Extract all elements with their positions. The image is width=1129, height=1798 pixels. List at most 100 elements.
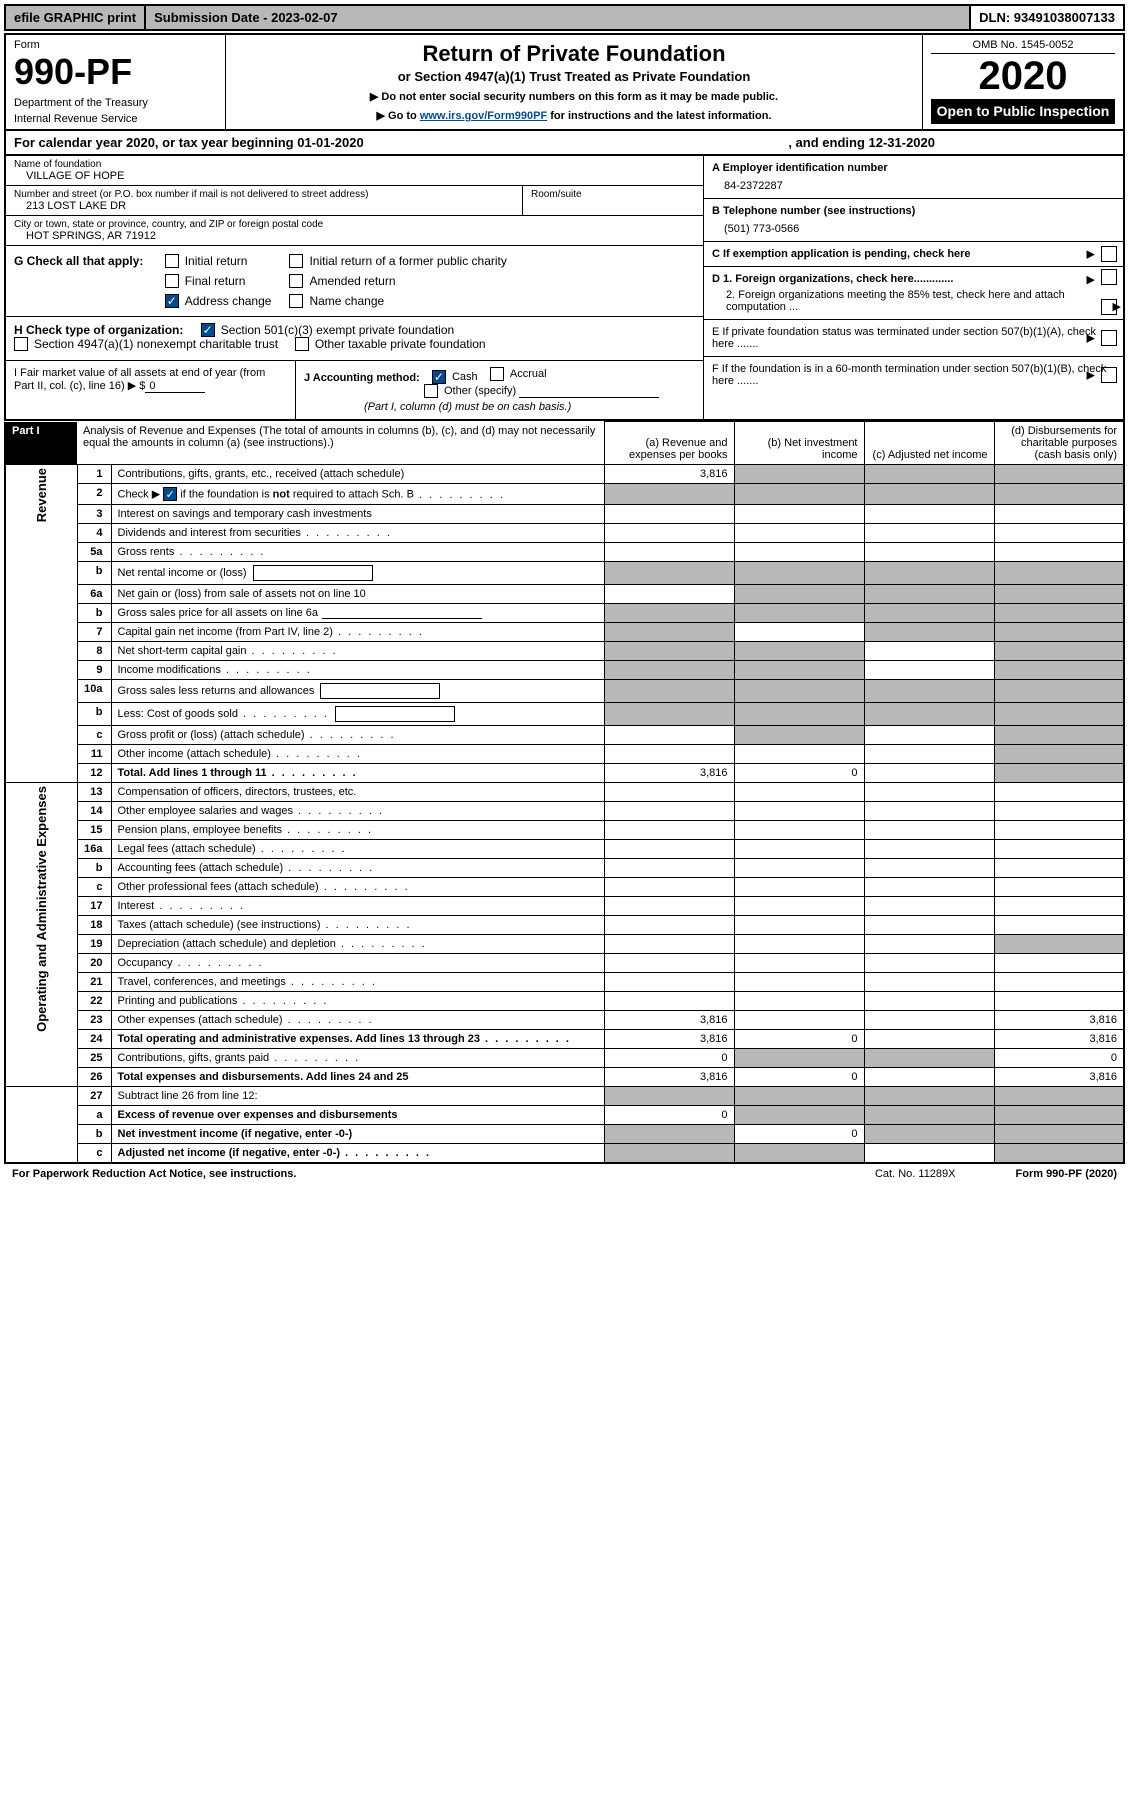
line-number: b	[77, 562, 111, 585]
table-row: 5aGross rents	[5, 543, 1124, 562]
page-footer: For Paperwork Reduction Act Notice, see …	[4, 1164, 1125, 1184]
col-a-header: (a) Revenue and expenses per books	[604, 422, 734, 465]
amount-cell	[734, 878, 864, 897]
other-taxable-checkbox[interactable]	[295, 337, 309, 351]
form-number: 990-PF	[14, 51, 217, 93]
table-row: bGross sales price for all assets on lin…	[5, 604, 1124, 623]
501c3-checkbox[interactable]	[201, 323, 215, 337]
amount-cell	[604, 726, 734, 745]
other-method-checkbox[interactable]	[424, 384, 438, 398]
final-return-checkbox[interactable]	[165, 274, 179, 288]
irs-link[interactable]: www.irs.gov/Form990PF	[420, 110, 547, 122]
form-ref: Form 990-PF (2020)	[1016, 1168, 1118, 1180]
topbar: efile GRAPHIC print Submission Date - 20…	[4, 4, 1125, 31]
line-description: Pension plans, employee benefits	[111, 821, 604, 840]
d2-checkbox[interactable]	[1101, 299, 1117, 315]
line-number: c	[77, 726, 111, 745]
amount-cell	[734, 562, 864, 585]
amount-cell	[734, 543, 864, 562]
line-description: Accounting fees (attach schedule)	[111, 859, 604, 878]
amount-cell	[864, 661, 994, 680]
initial-return-checkbox[interactable]	[165, 254, 179, 268]
f-checkbox[interactable]	[1101, 367, 1117, 383]
room-label: Room/suite	[531, 189, 695, 200]
name-change-checkbox[interactable]	[289, 294, 303, 308]
e-checkbox[interactable]	[1101, 330, 1117, 346]
open-inspection: Open to Public Inspection	[931, 99, 1115, 124]
blank-side	[5, 1087, 77, 1164]
phone-value: (501) 773-0566	[724, 223, 1115, 235]
line-description: Excess of revenue over expenses and disb…	[111, 1106, 604, 1125]
line-description: Other expenses (attach schedule)	[111, 1011, 604, 1030]
line-number: 25	[77, 1049, 111, 1068]
amount-cell	[734, 973, 864, 992]
amount-cell	[734, 745, 864, 764]
line-description: Net short-term capital gain	[111, 642, 604, 661]
line-number: b	[77, 604, 111, 623]
table-row: bAccounting fees (attach schedule)	[5, 859, 1124, 878]
cash-checkbox[interactable]	[432, 370, 446, 384]
amount-cell	[864, 1030, 994, 1049]
amount-cell	[604, 642, 734, 661]
amount-cell	[604, 935, 734, 954]
amount-cell	[604, 783, 734, 802]
table-row: 23Other expenses (attach schedule)3,8163…	[5, 1011, 1124, 1030]
line-description: Other professional fees (attach schedule…	[111, 878, 604, 897]
line-description: Total. Add lines 1 through 11	[111, 764, 604, 783]
line-description: Dividends and interest from securities	[111, 524, 604, 543]
amount-cell	[994, 783, 1124, 802]
c-checkbox[interactable]	[1101, 246, 1117, 262]
d1-checkbox[interactable]	[1101, 269, 1117, 285]
amount-cell	[864, 623, 994, 642]
amount-cell: 3,816	[994, 1030, 1124, 1049]
j-accounting: J Accounting method: Cash Accrual Other …	[296, 361, 703, 419]
ssn-note: ▶ Do not enter social security numbers o…	[234, 90, 914, 103]
table-row: 2Check ▶ ✓ if the foundation is not requ…	[5, 484, 1124, 505]
amount-cell	[604, 954, 734, 973]
calyear-end: , and ending 12-31-2020	[788, 135, 935, 150]
line-description: Interest on savings and temporary cash i…	[111, 505, 604, 524]
line-number: 9	[77, 661, 111, 680]
line-number: 19	[77, 935, 111, 954]
line-number: 6a	[77, 585, 111, 604]
address: 213 LOST LAKE DR	[26, 200, 514, 212]
table-row: 17Interest	[5, 897, 1124, 916]
amount-cell	[994, 1087, 1124, 1106]
amount-cell	[864, 1106, 994, 1125]
table-row: 6aNet gain or (loss) from sale of assets…	[5, 585, 1124, 604]
phone-label: B Telephone number (see instructions)	[712, 205, 1115, 217]
line-description: Total expenses and disbursements. Add li…	[111, 1068, 604, 1087]
line-description: Gross rents	[111, 543, 604, 562]
amount-cell	[734, 1106, 864, 1125]
amount-cell	[604, 916, 734, 935]
amount-cell	[864, 524, 994, 543]
amount-cell	[734, 524, 864, 543]
table-row: Revenue1Contributions, gifts, grants, et…	[5, 465, 1124, 484]
line-number: 5a	[77, 543, 111, 562]
amount-cell	[864, 465, 994, 484]
line-number: 15	[77, 821, 111, 840]
part1-tab: Part I	[5, 422, 77, 465]
amount-cell	[604, 1144, 734, 1164]
table-row: 21Travel, conferences, and meetings	[5, 973, 1124, 992]
4947a1-checkbox[interactable]	[14, 337, 28, 351]
amount-cell	[994, 1144, 1124, 1164]
line-number: b	[77, 859, 111, 878]
line-number: 7	[77, 623, 111, 642]
initial-former-checkbox[interactable]	[289, 254, 303, 268]
amount-cell	[734, 916, 864, 935]
line-number: a	[77, 1106, 111, 1125]
line-description: Travel, conferences, and meetings	[111, 973, 604, 992]
address-change-checkbox[interactable]	[165, 294, 179, 308]
amount-cell	[864, 916, 994, 935]
amount-cell	[734, 821, 864, 840]
accrual-checkbox[interactable]	[490, 367, 504, 381]
amount-cell	[864, 642, 994, 661]
amount-cell	[864, 764, 994, 783]
amount-cell: 3,816	[994, 1011, 1124, 1030]
amount-cell	[604, 878, 734, 897]
amended-return-checkbox[interactable]	[289, 274, 303, 288]
ein-value: 84-2372287	[724, 180, 1115, 192]
amount-cell	[864, 1125, 994, 1144]
amount-cell	[994, 973, 1124, 992]
